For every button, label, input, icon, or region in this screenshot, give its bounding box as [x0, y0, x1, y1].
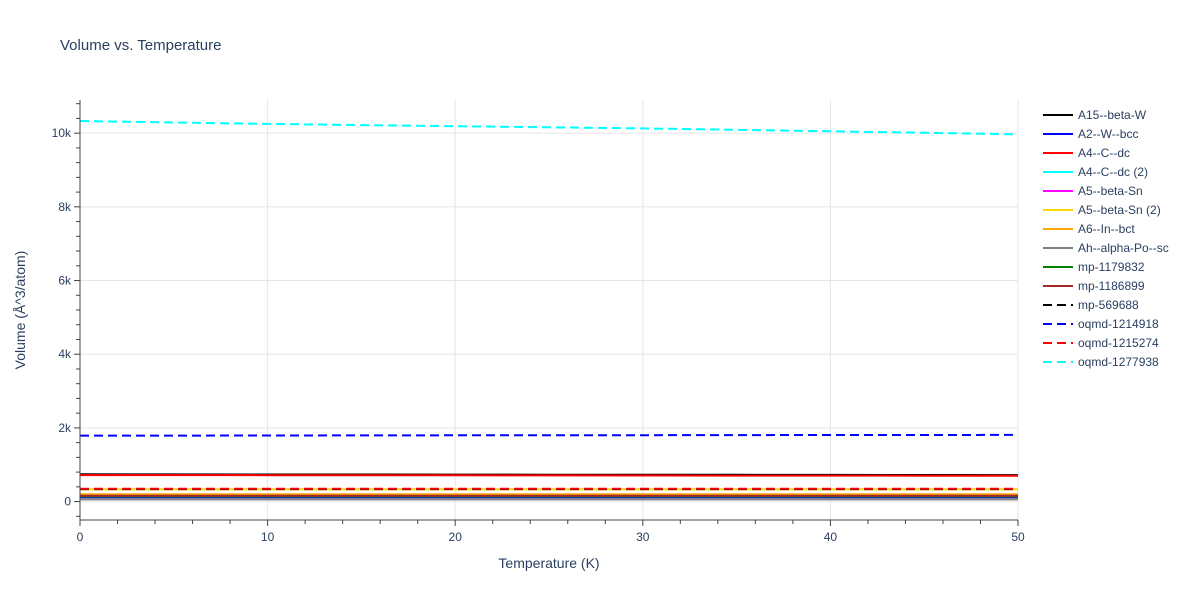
legend-label: A4--C--dc (2) [1078, 165, 1148, 179]
y-tick-label: 4k [58, 347, 72, 361]
y-tick-label: 6k [58, 274, 72, 288]
legend-label: A4--C--dc [1078, 146, 1130, 160]
legend-label: Ah--alpha-Po--sc [1078, 241, 1169, 255]
legend-item[interactable]: oqmd-1277938 [1043, 355, 1159, 369]
legend-item[interactable]: A5--beta-Sn (2) [1043, 203, 1161, 217]
legend-label: mp-1186899 [1078, 279, 1145, 293]
axis-layer: 0 10 20 30 40 50 0 2k 4k 6k 8k 10k [52, 100, 1025, 544]
legend-item[interactable]: A5--beta-Sn [1043, 184, 1143, 198]
legend-item[interactable]: mp-1179832 [1043, 260, 1145, 274]
legend-label: oqmd-1277938 [1078, 355, 1159, 369]
legend-item[interactable]: A2--W--bcc [1043, 127, 1138, 141]
legend-item[interactable]: A4--C--dc [1043, 146, 1130, 160]
legend-item[interactable]: A15--beta-W [1043, 108, 1147, 122]
y-axis-title: Volume (Å^3/atom) [12, 251, 28, 370]
series-line-oqmd-1214918 [80, 433, 1019, 437]
series-line-A4--C--dc [80, 474, 1019, 477]
x-tick-label: 40 [824, 530, 838, 544]
legend-item[interactable]: mp-1186899 [1043, 279, 1145, 293]
legend-item[interactable]: A6--In--bct [1043, 222, 1135, 236]
x-tick-label: 10 [261, 530, 275, 544]
legend-item[interactable]: mp-569688 [1043, 298, 1139, 312]
legend-label: A2--W--bcc [1078, 127, 1138, 141]
series-layer [79, 120, 1019, 501]
legend: A15--beta-W A2--W--bcc A4--C--dc A4--C--dc … [1043, 108, 1169, 369]
legend-label: A6--In--bct [1078, 222, 1135, 236]
x-tick-label: 30 [636, 530, 650, 544]
legend-label: A15--beta-W [1078, 108, 1147, 122]
legend-label: A5--beta-Sn (2) [1078, 203, 1161, 217]
x-tick-label: 50 [1011, 530, 1025, 544]
y-tick-label: 10k [52, 126, 72, 140]
legend-item[interactable]: Ah--alpha-Po--sc [1043, 241, 1169, 255]
y-tick-label: 0 [64, 495, 71, 509]
x-tick-label: 0 [77, 530, 84, 544]
x-axis-title: Temperature (K) [498, 555, 599, 571]
legend-label: oqmd-1215274 [1078, 336, 1159, 350]
series-line-oqmd-1277938 [79, 120, 1019, 136]
legend-label: A5--beta-Sn [1078, 184, 1143, 198]
grid-layer [80, 100, 1019, 520]
y-tick-label: 2k [58, 421, 72, 435]
y-tick-label: 8k [58, 200, 72, 214]
legend-item[interactable]: oqmd-1215274 [1043, 336, 1159, 350]
chart-title: Volume vs. Temperature [60, 37, 221, 54]
x-tick-label: 20 [449, 530, 463, 544]
legend-label: oqmd-1214918 [1078, 317, 1159, 331]
legend-label: mp-569688 [1078, 298, 1139, 312]
legend-label: mp-1179832 [1078, 260, 1145, 274]
legend-item[interactable]: oqmd-1214918 [1043, 317, 1159, 331]
legend-item[interactable]: A4--C--dc (2) [1043, 165, 1148, 179]
